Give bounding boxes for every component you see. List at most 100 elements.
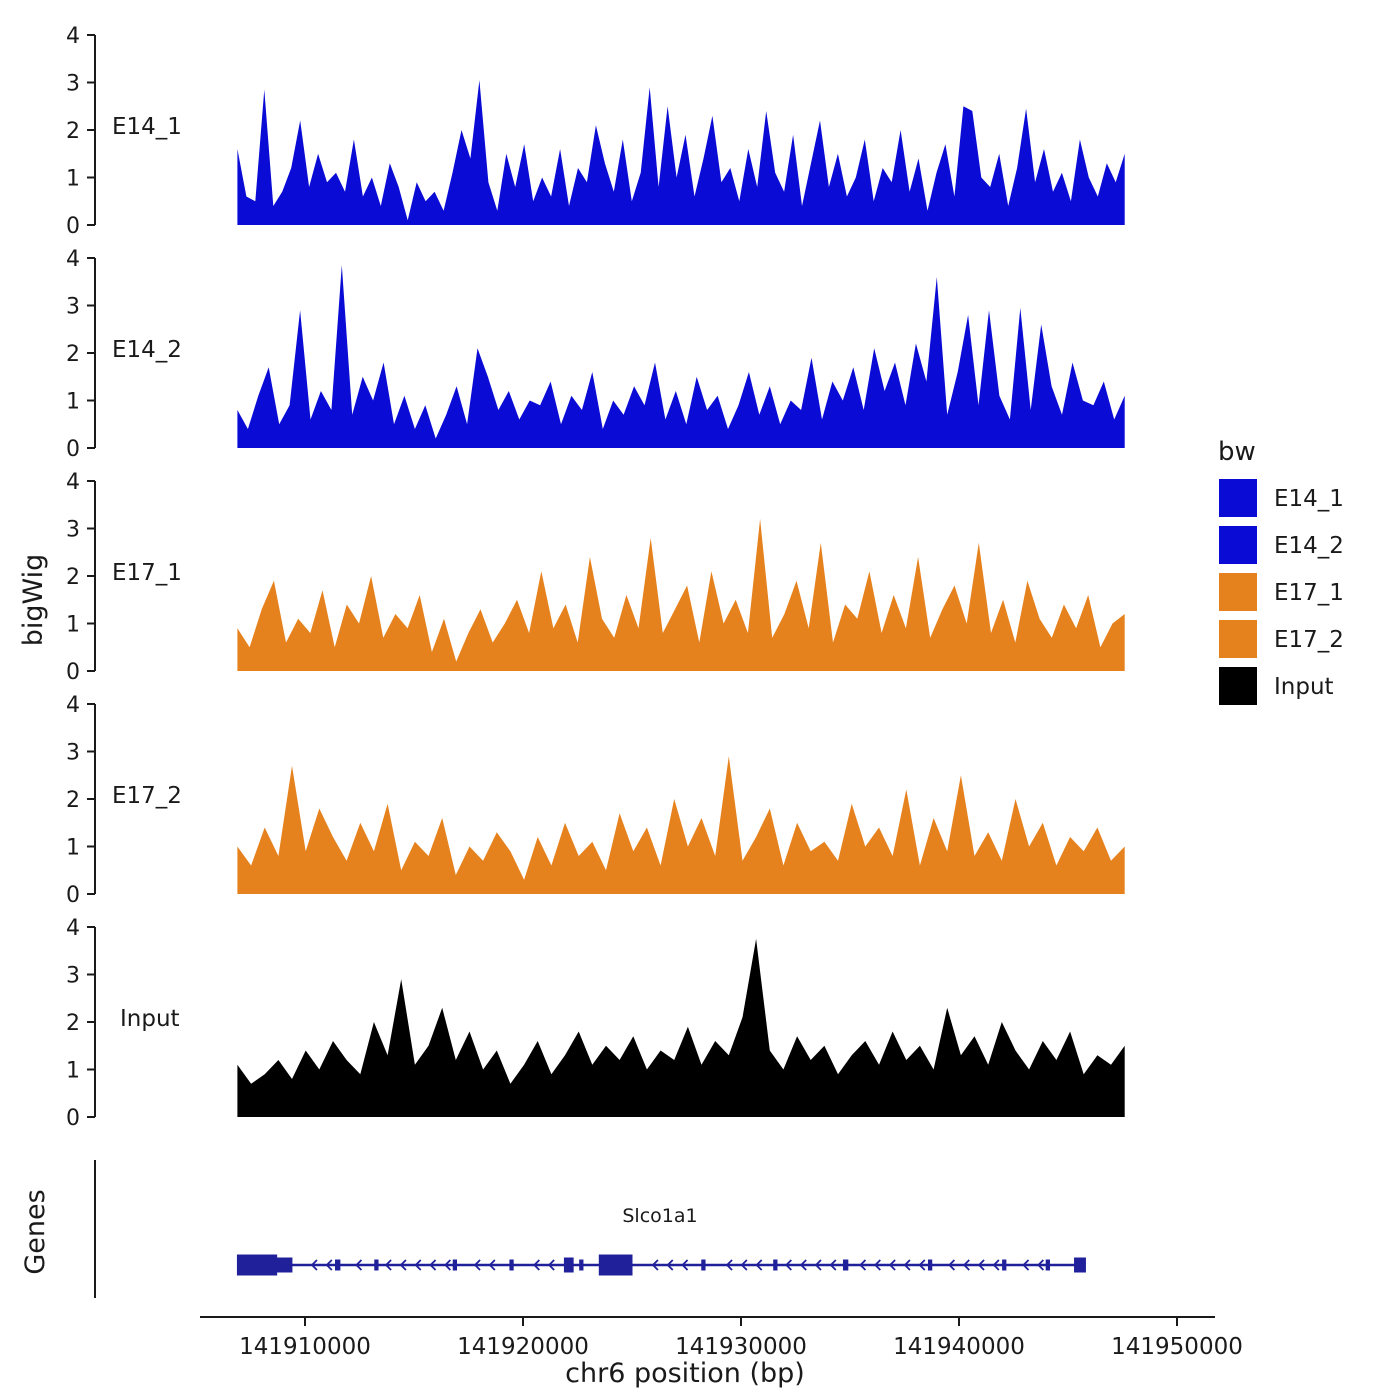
gene-exon <box>563 1257 574 1273</box>
strand-arrow-left-icon <box>384 1259 392 1271</box>
genes-panel-title: Genes <box>20 1189 51 1274</box>
y-tick-label-Input: 4 <box>66 916 80 941</box>
track-label-E14_1: E14_1 <box>112 114 182 140</box>
strand-arrow-left-icon <box>1037 1259 1044 1271</box>
legend-label-E14_1: E14_1 <box>1274 486 1344 512</box>
signal-tracks-group: 0 1 2 3 4 E14_1 0 1 2 3 4 E14_2 0 1 2 3 4 E17_1 0 1 2 3 4 E17_2… <box>66 24 1125 1131</box>
track-area-E14_2 <box>237 265 1125 448</box>
track-label-Input: Input <box>120 1006 180 1032</box>
y-tick-label-E14_2: 4 <box>66 247 80 272</box>
strand-arrow-left-icon <box>666 1259 674 1271</box>
x-tick-label: 141950000 <box>1111 1334 1243 1360</box>
strand-arrow-left-icon <box>755 1259 763 1271</box>
strand-arrow-left-icon <box>799 1259 807 1271</box>
strand-arrow-left-icon <box>681 1259 689 1271</box>
strand-arrow-left-icon <box>651 1259 659 1271</box>
y-tick-label-E17_2: 4 <box>66 693 80 718</box>
y-tick-label-E17_1: 3 <box>66 518 80 543</box>
y-tick-label-E17_1: 1 <box>66 613 80 638</box>
strand-arrow-left-icon <box>399 1259 407 1271</box>
x-tick-label: 141930000 <box>675 1334 807 1360</box>
y-tick-label-E14_1: 1 <box>66 167 80 192</box>
gene-exon <box>701 1259 706 1271</box>
track-label-E17_2: E17_2 <box>112 783 182 809</box>
strand-arrow-left-icon <box>918 1259 926 1271</box>
x-axis-title: chr6 position (bp) <box>565 1358 805 1389</box>
y-tick-label-E14_2: 2 <box>66 342 80 367</box>
track-label-E17_1: E17_1 <box>112 560 182 586</box>
strand-arrow-left-icon <box>533 1259 540 1271</box>
gene-exon <box>1045 1259 1050 1271</box>
y-tick-label-E17_2: 1 <box>66 836 80 861</box>
gene-exon <box>236 1254 278 1276</box>
strand-arrow-left-icon <box>725 1259 733 1271</box>
strand-arrow-left-icon <box>977 1259 985 1271</box>
strand-arrow-left-icon <box>414 1259 422 1271</box>
gene-name-label: Slco1a1 <box>622 1205 697 1227</box>
gene-exon <box>927 1259 933 1271</box>
strand-arrow-left-icon <box>814 1259 822 1271</box>
strand-arrow-left-icon <box>429 1259 437 1271</box>
legend-label-E17_1: E17_1 <box>1274 580 1344 606</box>
y-tick-label-E17_1: 2 <box>66 565 80 590</box>
strand-arrow-left-icon <box>903 1259 911 1271</box>
legend-label-E14_2: E14_2 <box>1274 533 1344 559</box>
y-tick-label-E17_1: 4 <box>66 470 80 495</box>
strand-arrow-left-icon <box>325 1259 333 1271</box>
strand-arrow-left-icon <box>1022 1259 1030 1271</box>
y-axis-title: bigWig <box>18 554 49 647</box>
y-tick-label-E14_2: 1 <box>66 390 80 415</box>
track-area-Input <box>237 938 1125 1117</box>
gene-exon <box>598 1254 633 1276</box>
y-tick-label-E14_1: 0 <box>66 214 80 239</box>
strand-arrow-left-icon <box>355 1259 363 1271</box>
gene-exon <box>335 1259 341 1271</box>
track-area-E14_1 <box>237 80 1125 225</box>
strand-arrow-left-icon <box>888 1259 896 1271</box>
x-tick-label: 141920000 <box>457 1334 589 1360</box>
track-area-E17_2 <box>237 756 1125 894</box>
y-tick-label-E14_2: 3 <box>66 295 80 320</box>
legend-swatch-E14_1 <box>1217 477 1259 519</box>
gene-exon <box>773 1259 778 1271</box>
gene-exon <box>509 1259 514 1271</box>
legend-title: bw <box>1218 437 1256 467</box>
y-tick-label-Input: 1 <box>66 1059 80 1084</box>
legend-swatch-E17_1 <box>1217 571 1259 613</box>
y-tick-label-E17_2: 0 <box>66 883 80 908</box>
strand-arrow-left-icon <box>310 1259 318 1271</box>
y-tick-label-E14_1: 2 <box>66 119 80 144</box>
strand-arrow-left-icon <box>962 1259 970 1271</box>
legend-swatch-E17_2 <box>1217 618 1259 660</box>
y-tick-label-E17_1: 0 <box>66 660 80 685</box>
strand-arrow-left-icon <box>859 1259 867 1271</box>
y-tick-label-E14_1: 3 <box>66 72 80 97</box>
strand-arrow-left-icon <box>874 1259 881 1271</box>
track-label-E14_2: E14_2 <box>112 337 182 363</box>
strand-arrow-left-icon <box>547 1259 555 1271</box>
gene-exon <box>452 1259 458 1271</box>
strand-arrow-left-icon <box>488 1259 496 1271</box>
y-tick-label-E14_2: 0 <box>66 437 80 462</box>
strand-arrow-left-icon <box>948 1259 956 1271</box>
legend-swatch-Input <box>1217 665 1259 707</box>
strand-arrow-left-icon <box>473 1259 481 1271</box>
x-tick-label: 141910000 <box>239 1334 371 1360</box>
gene-exon <box>374 1259 379 1271</box>
gene-exon <box>579 1259 584 1271</box>
y-tick-label-E14_1: 4 <box>66 24 80 49</box>
legend-label-Input: Input <box>1274 674 1334 700</box>
gene-model-group <box>94 1160 1086 1298</box>
gene-exon <box>1002 1259 1007 1271</box>
strand-arrow-left-icon <box>829 1259 837 1271</box>
strand-arrow-left-icon <box>740 1259 748 1271</box>
x-axis-group: 141910000 141920000 141930000 141940000 1419… <box>200 1316 1243 1360</box>
gene-exon <box>276 1257 293 1273</box>
gene-exon <box>842 1259 849 1271</box>
track-area-E17_1 <box>237 519 1125 671</box>
gene-exon <box>1074 1257 1086 1273</box>
y-tick-label-Input: 2 <box>66 1011 80 1036</box>
y-tick-label-Input: 0 <box>66 1106 80 1131</box>
